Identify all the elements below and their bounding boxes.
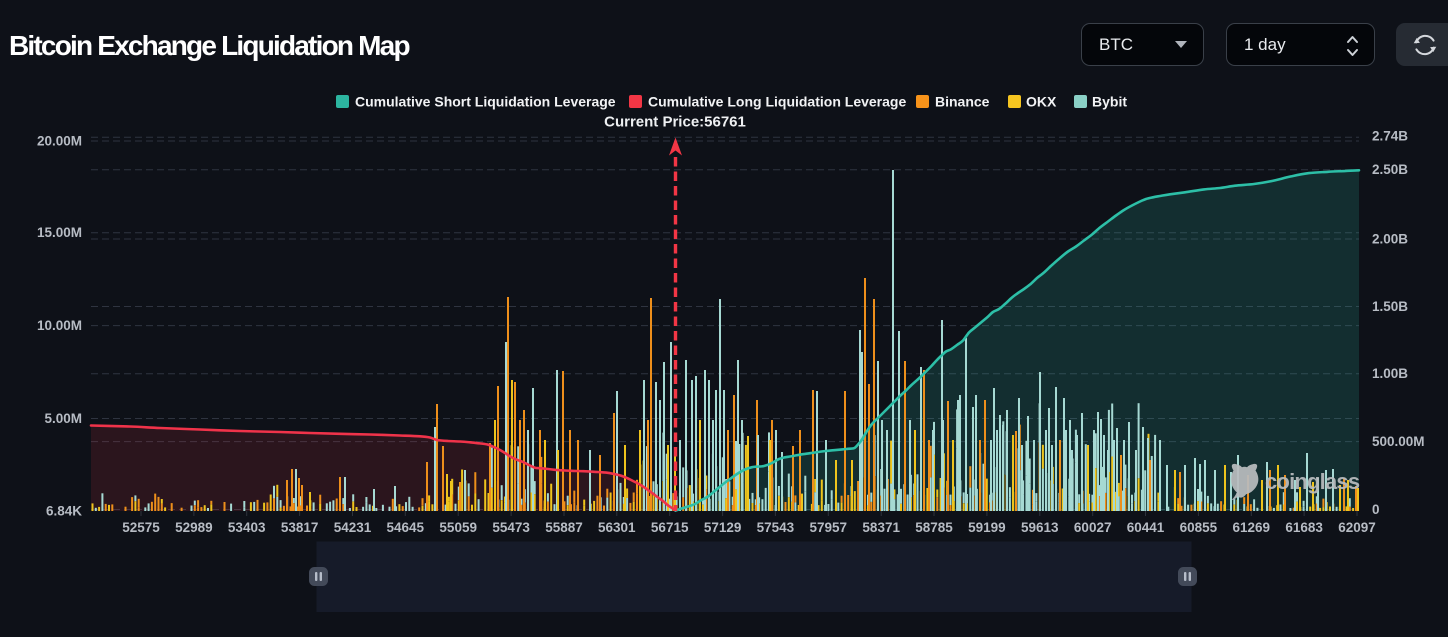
svg-text:61683: 61683 (1285, 520, 1323, 535)
svg-text:58785: 58785 (915, 520, 953, 535)
svg-text:61269: 61269 (1233, 520, 1271, 535)
svg-text:60441: 60441 (1127, 520, 1165, 535)
svg-text:15.00M: 15.00M (37, 225, 82, 240)
svg-text:20.00M: 20.00M (37, 134, 82, 149)
svg-text:1.00B: 1.00B (1372, 366, 1408, 381)
svg-text:1.50B: 1.50B (1372, 299, 1408, 314)
svg-text:Current Price:56761: Current Price:56761 (604, 114, 746, 131)
svg-text:60027: 60027 (1074, 520, 1112, 535)
svg-text:62097: 62097 (1338, 520, 1376, 535)
svg-text:6.84K: 6.84K (46, 503, 82, 518)
svg-text:10.00M: 10.00M (37, 318, 82, 333)
svg-text:54645: 54645 (387, 520, 425, 535)
svg-text:57543: 57543 (757, 520, 795, 535)
svg-text:57129: 57129 (704, 520, 742, 535)
svg-text:56301: 56301 (598, 520, 636, 535)
svg-text:52989: 52989 (175, 520, 213, 535)
svg-text:2.50B: 2.50B (1372, 162, 1408, 177)
svg-text:58371: 58371 (862, 520, 900, 535)
svg-text:53817: 53817 (281, 520, 319, 535)
svg-text:500.00M: 500.00M (1372, 434, 1425, 449)
svg-text:OKX: OKX (1026, 94, 1057, 110)
svg-text:56715: 56715 (651, 520, 689, 535)
svg-text:5.00M: 5.00M (44, 411, 82, 426)
svg-text:60855: 60855 (1180, 520, 1218, 535)
svg-text:54231: 54231 (334, 520, 372, 535)
svg-text:2.74B: 2.74B (1372, 128, 1408, 143)
svg-text:59199: 59199 (968, 520, 1006, 535)
svg-text:Binance: Binance (935, 94, 990, 110)
svg-text:Cumulative Short Liquidation L: Cumulative Short Liquidation Leverage (355, 94, 616, 110)
svg-text:55887: 55887 (545, 520, 583, 535)
svg-text:57957: 57957 (810, 520, 848, 535)
svg-text:2.00B: 2.00B (1372, 232, 1408, 247)
svg-text:55059: 55059 (439, 520, 477, 535)
svg-text:55473: 55473 (492, 520, 530, 535)
svg-text:59613: 59613 (1021, 520, 1059, 535)
svg-text:52575: 52575 (122, 520, 160, 535)
svg-text:0: 0 (1372, 502, 1380, 517)
svg-text:coinglass: coinglass (1265, 469, 1360, 494)
svg-text:Bybit: Bybit (1092, 94, 1127, 110)
svg-text:Cumulative Long Liquidation Le: Cumulative Long Liquidation Leverage (648, 94, 906, 110)
svg-text:53403: 53403 (228, 520, 266, 535)
